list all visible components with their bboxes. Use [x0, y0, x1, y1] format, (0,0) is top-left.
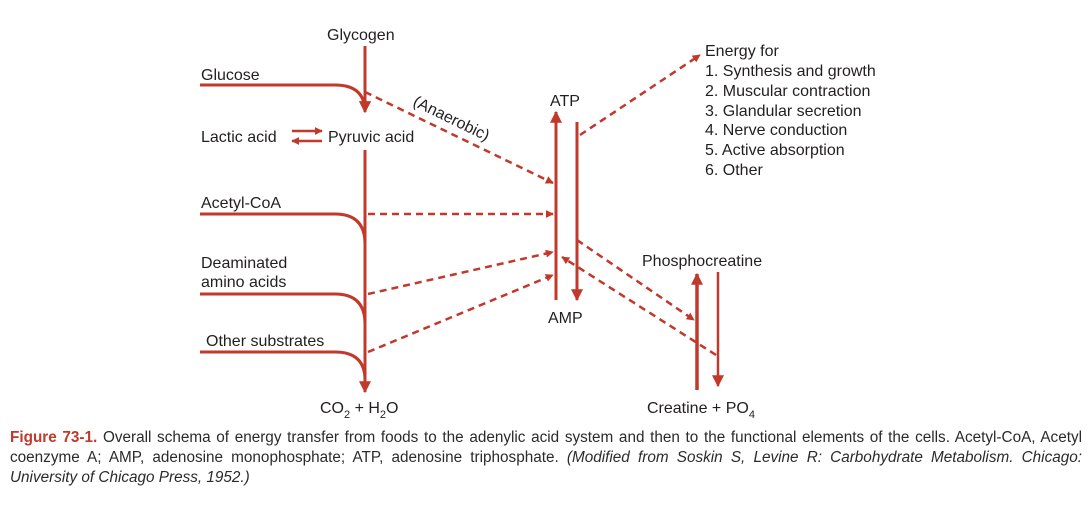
other-substrates-dashed-arrow [367, 273, 554, 354]
pyruvic-acid-label: Pyruvic acid [328, 129, 414, 146]
figure-caption: Figure 73-1. Overall schema of energy tr… [10, 428, 1082, 488]
other-substrates-label: Other substrates [206, 333, 324, 350]
acetyl-coa-input-curve [200, 212, 367, 245]
glucose-input-curve [200, 83, 371, 114]
glucose-label: Glucose [201, 67, 260, 84]
atp-to-phosphocreatine-dashed-arrow [576, 238, 695, 322]
atp-label: ATP [550, 93, 580, 110]
anaerobic-dashed-arrow [364, 90, 554, 185]
energy-for-title: Energy for [705, 43, 779, 60]
acetyl-coa-label: Acetyl-CoA [201, 195, 281, 212]
energy-dashed-arrow [579, 53, 701, 137]
amino-acids-dashed-arrow [367, 249, 554, 296]
caption-source: (Modified from Soskin S, Levine R: Carbo… [10, 449, 1083, 486]
phosphocreatine-to-atp-dashed-arrow [561, 255, 717, 357]
energy-item-synthesis: 1. Synthesis and growth [705, 63, 876, 80]
co2-h2o-label: CO2 + H2O [320, 400, 399, 420]
amino-acids-input-curve [200, 292, 367, 325]
amp-label: AMP [548, 310, 583, 327]
energy-item-other: 6. Other [705, 162, 763, 179]
energy-item-muscular: 2. Muscular contraction [705, 83, 870, 100]
energy-item-nerve: 4. Nerve conduction [705, 122, 847, 139]
lactic-acid-label: Lactic acid [201, 129, 277, 146]
caption-text: Overall schema of energy transfer from f… [10, 429, 1082, 466]
deaminated-label: Deaminated [201, 255, 287, 272]
glycogen-label: Glycogen [327, 27, 395, 44]
energy-item-glandular: 3. Glandular secretion [705, 103, 862, 120]
energy-transfer-diagram: Glycogen Glucose Lactic acid Pyruvic aci… [200, 27, 876, 420]
figure-label: Figure 73-1. [10, 429, 98, 446]
energy-item-absorption: 5. Active absorption [705, 142, 845, 159]
other-substrates-input-curve [200, 350, 367, 381]
creatine-po4-label: Creatine + PO4 [647, 400, 755, 420]
amino-acids-label: amino acids [201, 274, 286, 291]
phosphocreatine-label: Phosphocreatine [642, 253, 762, 270]
